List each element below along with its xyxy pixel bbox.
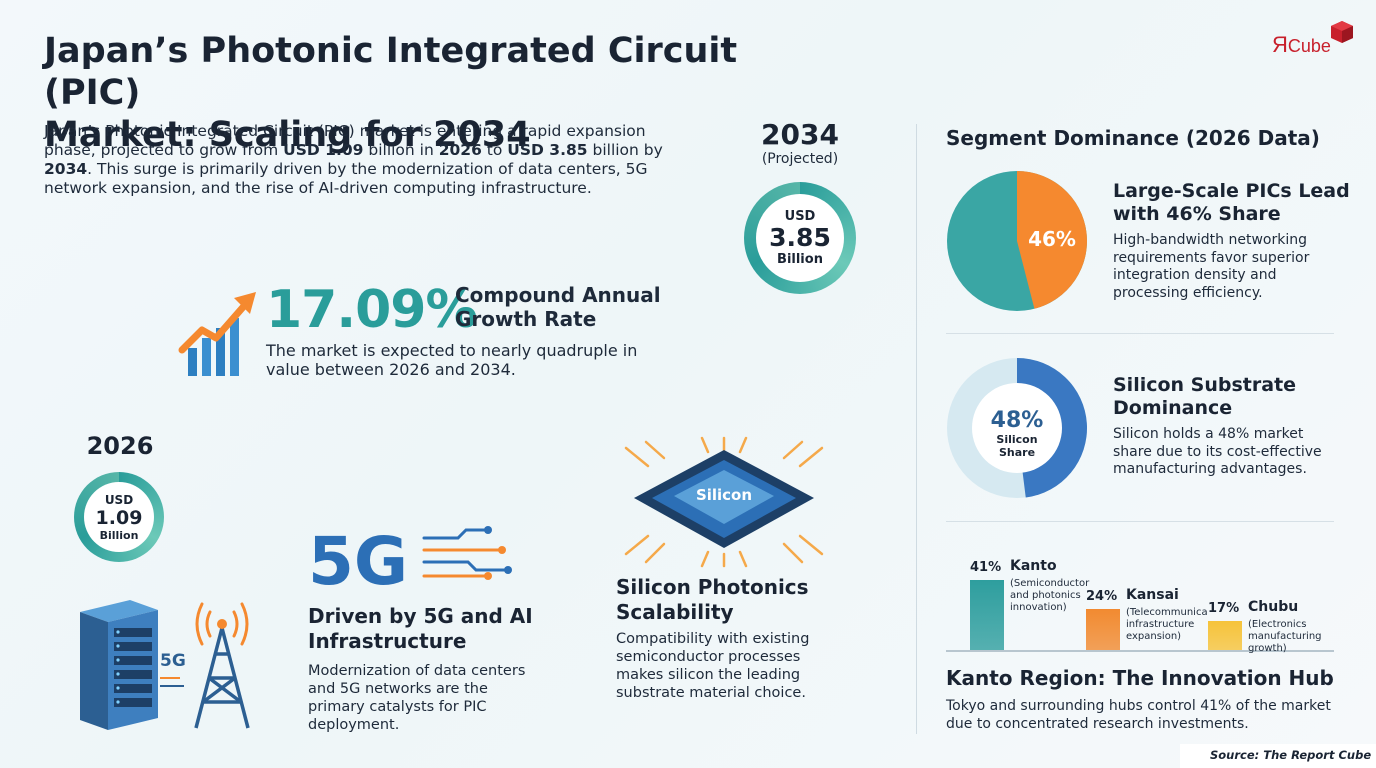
projection-badge: USD 3.85 Billion: [756, 194, 844, 282]
bar-note-chubu: (Electronics manufacturing growth): [1248, 619, 1322, 654]
bar-name-chubu: Chubu: [1248, 599, 1299, 615]
large-scale-heading: Large-Scale PICs Lead with 46% Share: [1113, 180, 1350, 225]
pie-label: 46%: [1028, 227, 1076, 251]
source-note: Source: The Report Cube: [1210, 748, 1372, 762]
donut-label-1: Silicon: [996, 433, 1037, 446]
projection-note: (Projected): [761, 151, 839, 167]
title-line-2: Market: Scaling for 2034: [44, 115, 531, 155]
base-value: 1.09: [95, 506, 143, 529]
donut-label-2: Share: [999, 446, 1035, 459]
intro-paragraph: Japan’s Photonic Integrated Circuit (PIC…: [44, 122, 663, 197]
base-badge: USD 1.09 Billion: [84, 482, 154, 552]
tower-5g-label: 5G: [160, 651, 186, 671]
source-background: [1180, 744, 1376, 768]
bar-note-kansai: (Telecommunica infrastructure expansion): [1126, 607, 1208, 642]
silicon-text: Compatibility with existing semiconducto…: [616, 631, 810, 701]
base-year: 2026: [86, 432, 154, 460]
projection-year: 2034: [761, 118, 839, 151]
server-tower-illustration: 5G: [80, 600, 250, 730]
bar-name-kanto: Kanto: [1010, 558, 1057, 574]
regions-text: Tokyo and surrounding hubs control 41% o…: [946, 698, 1331, 732]
column-divider: [916, 124, 917, 734]
cell-tower-icon: [194, 627, 250, 729]
projection-unit: Billion: [777, 252, 823, 267]
silicon-chip-icon: Silicon: [624, 436, 824, 568]
bar-pct-chubu: 17%: [1208, 601, 1240, 616]
silicon-substrate-heading: Silicon Substrate Dominance: [1113, 374, 1297, 419]
growth-chart-icon: [178, 292, 256, 376]
projection-ring: USD 3.85 Billion: [744, 182, 856, 294]
base-currency: USD: [104, 492, 134, 507]
donut-hole: [972, 383, 1062, 473]
5g-icon-text: 5G: [308, 523, 408, 590]
bar-note-kanto: (Semiconductor and photonics innovation): [1010, 578, 1090, 613]
bar-kanto: [970, 580, 1004, 650]
base-unit: Billion: [99, 528, 139, 542]
regions-heading: Kanto Region: The Innovation Hub: [946, 666, 1334, 690]
cagr-label: Compound Annual Growth Rate: [455, 283, 661, 331]
title-line-1: Japan’s Photonic Integrated Circuit (PIC…: [44, 31, 738, 113]
projection-currency: USD: [784, 209, 816, 224]
rcube-logo: ЯCube: [1272, 18, 1362, 64]
segment-title: Segment Dominance (2026 Data): [946, 126, 1320, 150]
cagr-value: 17.09%: [266, 280, 478, 340]
bar-pct-kanto: 41%: [970, 560, 1002, 575]
page-title: Japan’s Photonic Integrated Circuit (PIC…: [44, 30, 804, 156]
cube-icon: [1331, 21, 1353, 43]
bar-pct-kansai: 24%: [1086, 589, 1118, 604]
chip-label: Silicon: [696, 486, 752, 504]
logo-text: ЯCube: [1272, 32, 1331, 57]
segment-divider-2: [946, 521, 1334, 522]
silicon-donut-chart: 48% Silicon Share: [947, 358, 1088, 498]
bar-baseline: [946, 650, 1334, 652]
pie-slice-large-scale: [1017, 171, 1087, 309]
bar-kansai: [1086, 609, 1120, 650]
silicon-heading: Silicon Photonics Scalability: [616, 575, 809, 624]
bar-name-kansai: Kansai: [1126, 587, 1179, 603]
server-rack-icon: [80, 600, 158, 730]
drivers-text: Modernization of data centers and 5G net…: [308, 663, 526, 733]
large-scale-text: High-bandwidth networking requirements f…: [1113, 232, 1310, 301]
region-bar-chart: 41% Kanto (Semiconductor and photonics inn…: [946, 540, 1336, 656]
donut-value: 48%: [991, 408, 1044, 433]
drivers-heading: Driven by 5G and AI Infrastructure: [308, 604, 533, 653]
cagr-description: The market is expected to nearly quadrup…: [266, 341, 638, 379]
bar-chubu: [1208, 621, 1242, 650]
5g-network-icon: 5G: [308, 523, 512, 590]
projection-value: 3.85: [769, 223, 831, 252]
segment-divider-1: [946, 333, 1334, 334]
large-scale-pie-chart: 46%: [947, 171, 1087, 311]
base-ring: USD 1.09 Billion: [74, 472, 164, 562]
silicon-substrate-text: Silicon holds a 48% market share due to …: [1113, 426, 1322, 477]
